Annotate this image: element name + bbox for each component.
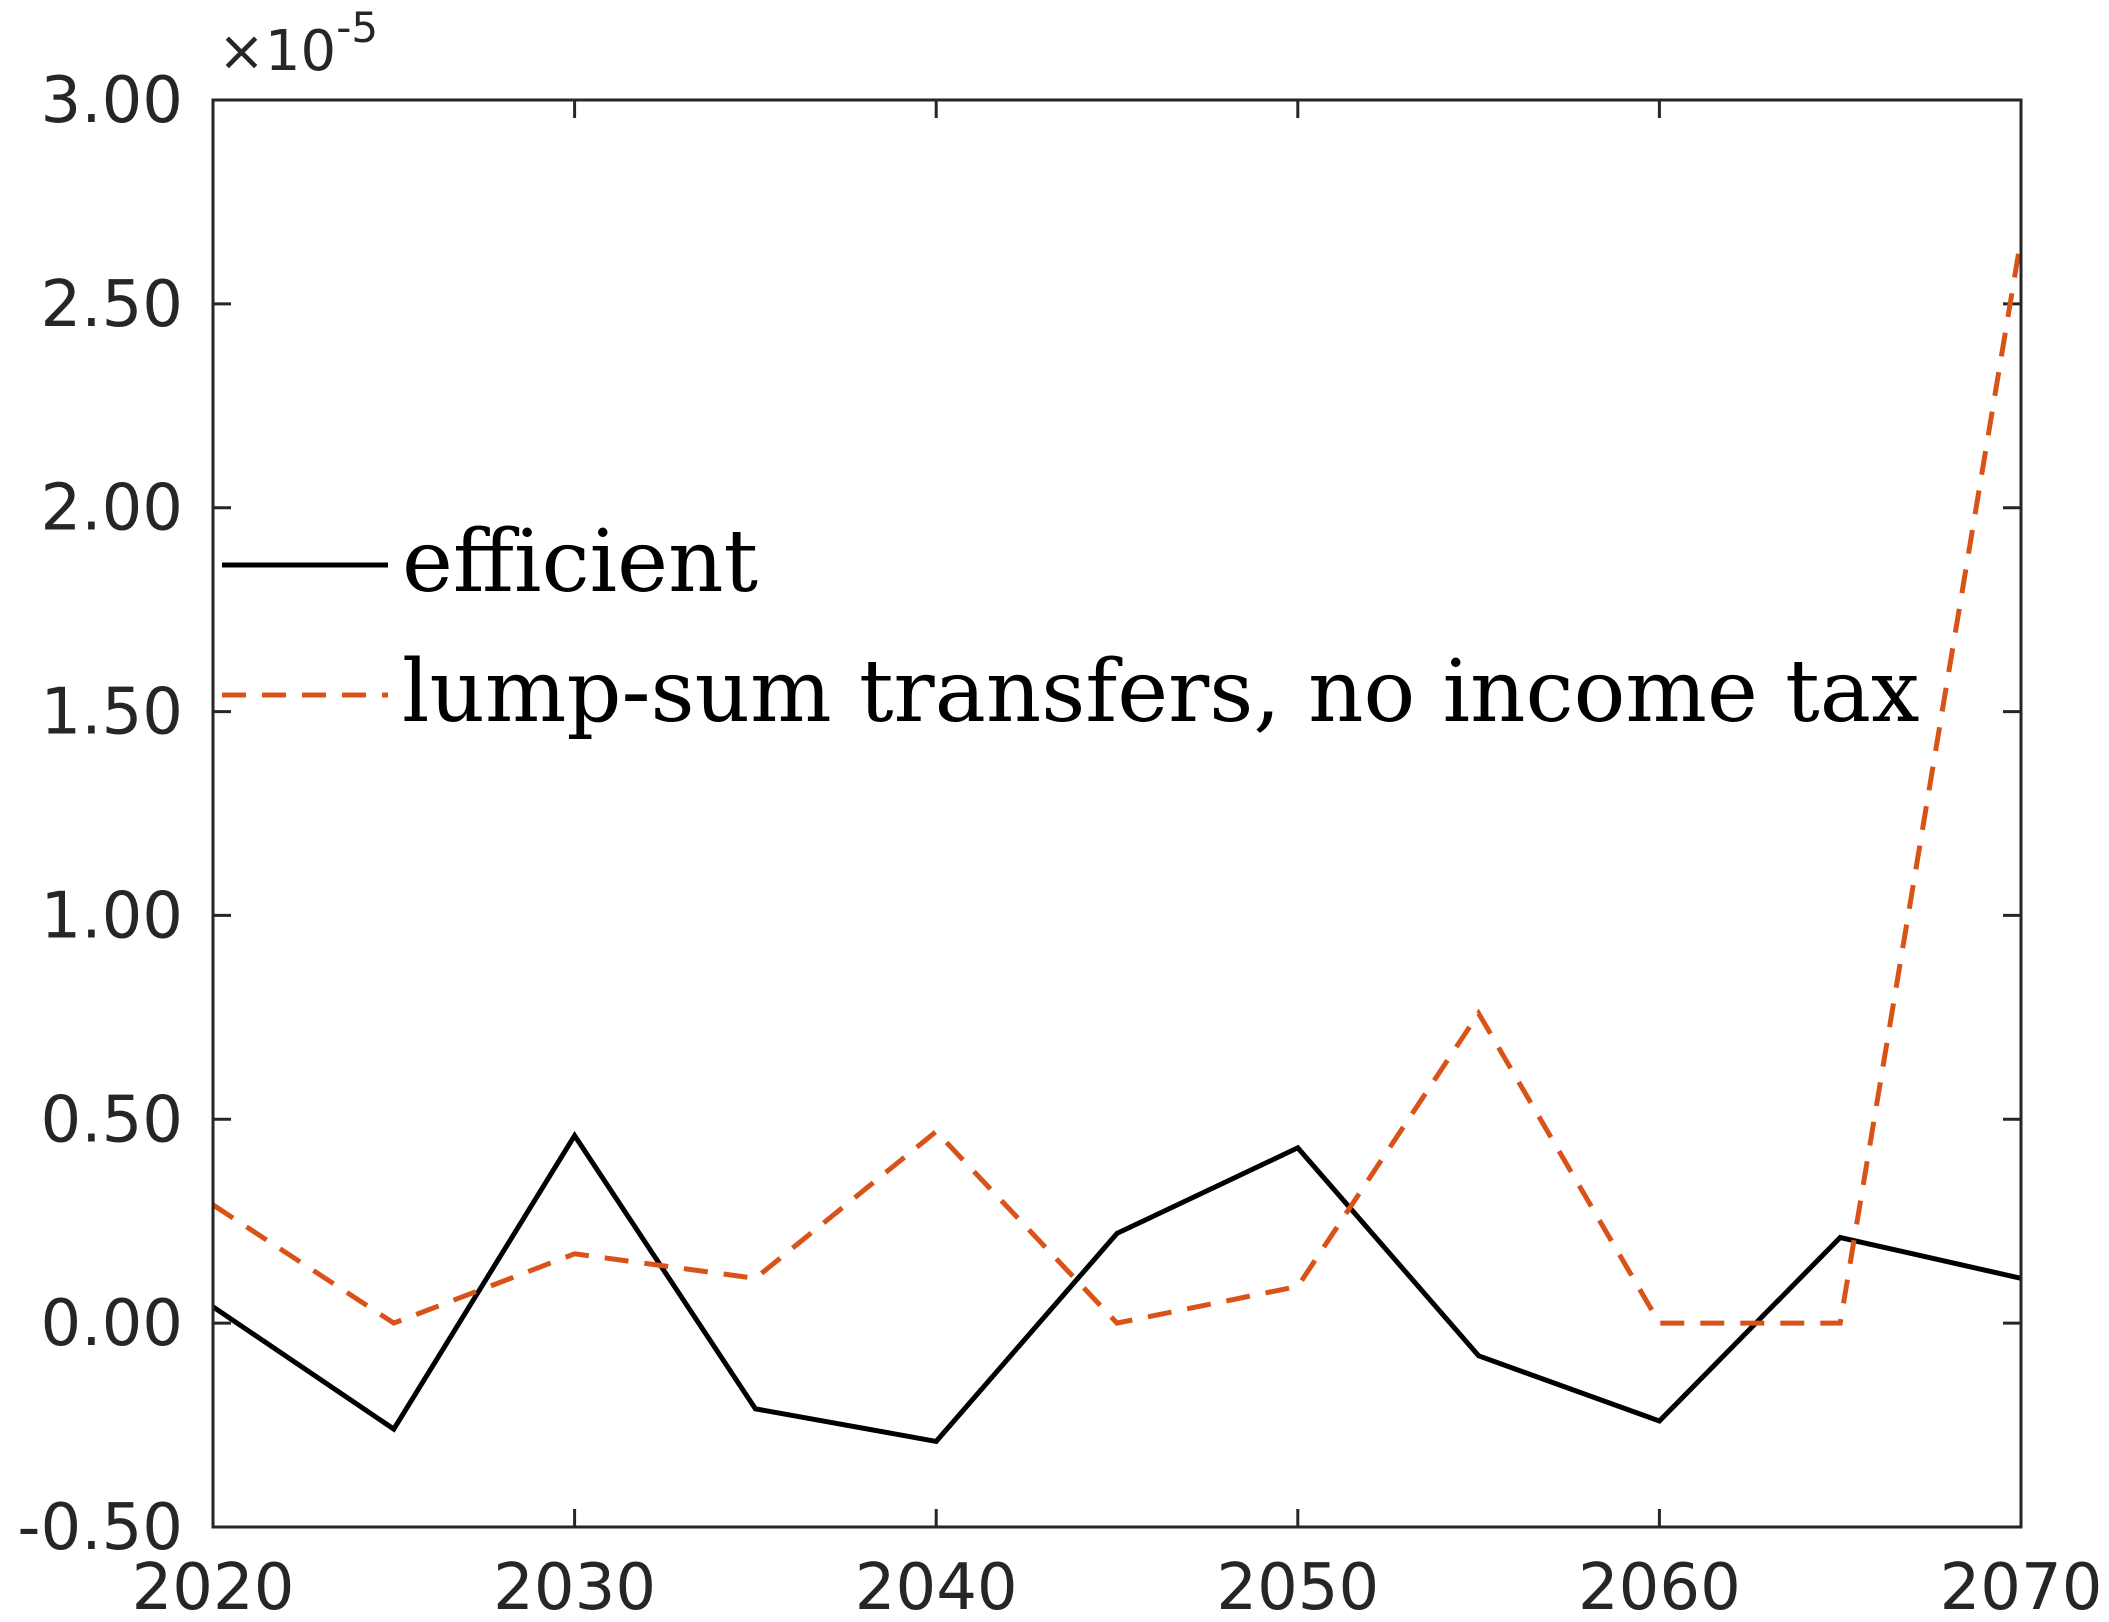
x-tick-label: 2020 — [132, 1551, 295, 1622]
y-tick-label: 1.00 — [41, 879, 184, 953]
y-tick-label: 3.00 — [41, 64, 184, 138]
legend: efficient lump-sum transfers, no income t… — [222, 512, 1920, 742]
y-multiplier: ×10-5 — [218, 3, 378, 84]
y-tick-label: 1.50 — [41, 676, 184, 750]
plot-area-frame — [211, 98, 2023, 1529]
x-tick-label: 2050 — [1216, 1551, 1379, 1622]
y-tick-label: 0.00 — [41, 1287, 184, 1361]
y-tick-label: 2.00 — [41, 472, 184, 546]
series-line-2 — [211, 238, 2024, 1326]
x-tick-label: 2070 — [1940, 1551, 2103, 1622]
x-tick-label: 2060 — [1578, 1551, 1741, 1622]
y-tick-label: -0.50 — [17, 1491, 183, 1565]
y-tick-label: 2.50 — [41, 268, 184, 342]
legend-label-1: efficient — [402, 512, 758, 612]
x-tick-label: 2030 — [493, 1551, 656, 1622]
x-tick-label: 2040 — [855, 1551, 1018, 1622]
legend-label-2: lump-sum transfers, no income tax — [402, 642, 1920, 742]
series-line-1 — [211, 1130, 2022, 1445]
y-tick-label: 0.50 — [41, 1083, 184, 1157]
